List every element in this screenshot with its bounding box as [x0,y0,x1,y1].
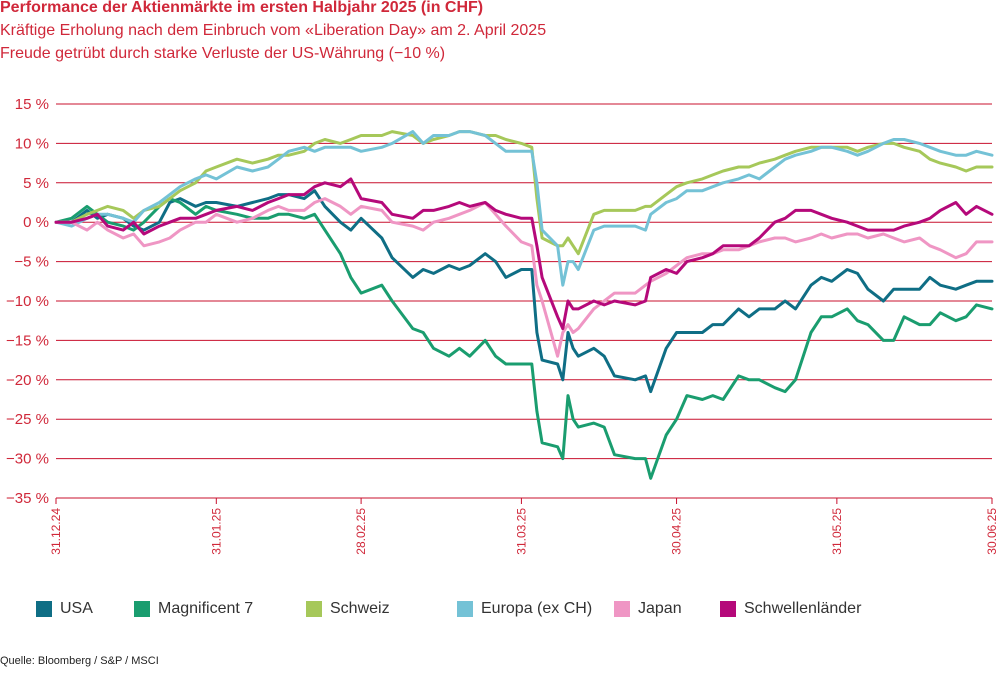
x-tick-label: 30.06.25 [985,508,999,555]
series-line-5 [54,177,994,331]
legend-item: Schwellenländer [720,597,861,621]
legend-swatch [614,601,630,617]
legend-swatch [457,601,473,617]
legend: USA Magnificent 7 Schweiz Europa (ex CH) Jap… [36,597,996,621]
legend-swatch [134,601,150,617]
x-tick-label: 28.02.25 [354,508,368,555]
y-tick-label: −15 % [6,332,49,349]
x-tick-label: 31.01.25 [209,508,223,555]
y-tick-label: −35 % [6,490,49,507]
series-line-4 [54,197,994,358]
x-tick-label: 30.04.25 [670,508,684,555]
y-tick-label: −30 % [6,451,49,468]
y-tick-label: −20 % [6,372,49,389]
chart-subtitle-1: Kräftige Erholung nach dem Einbruch vom … [0,22,547,39]
series-line-0 [54,189,994,394]
source-note: Quelle: Bloomberg / S&P / MSCI [0,655,159,667]
legend-item: Schweiz [306,597,390,621]
legend-item: Europa (ex CH) [457,597,592,621]
y-tick-label: 15 % [15,96,49,113]
legend-label: Europa (ex CH) [481,600,593,617]
legend-label: Japan [638,600,682,617]
x-axis: 31.12.24 31.01.25 28.02.25 31.03.25 30.04.25… [49,498,999,555]
legend-label: USA [60,600,93,617]
legend-label: Magnificent 7 [158,600,254,617]
y-tick-label: 0 % [23,214,49,231]
chart-subtitle-2: Freude getrübt durch starke Verluste der… [0,45,446,62]
x-tick-label: 31.03.25 [514,508,528,555]
y-tick-label: −10 % [6,293,49,310]
x-tick-label: 31.12.24 [49,508,63,555]
legend-item: USA [36,597,93,621]
series-lines [54,130,994,480]
line-chart: 15 % 10 % 5 % 0 % −5 % −10 % −15 % −20 % −25 % −3… [6,96,999,555]
legend-item: Japan [614,597,682,621]
legend-swatch [36,601,52,617]
chart-title: Performance der Aktienmärkte im ersten H… [0,0,484,16]
x-tick-label: 31.05.25 [830,508,844,555]
legend-label: Schweiz [330,600,390,617]
y-tick-label: −25 % [6,411,49,428]
series-line-1 [54,197,994,480]
series-line-3 [54,130,994,287]
legend-label: Schwellenländer [744,600,862,617]
legend-item: Magnificent 7 [134,597,253,621]
legend-swatch [306,601,322,617]
y-tick-label: −5 % [14,254,49,271]
legend-swatch [720,601,736,617]
y-tick-label: 10 % [15,135,49,152]
y-tick-label: 5 % [23,175,49,192]
gridlines: 15 % 10 % 5 % 0 % −5 % −10 % −15 % −20 % −25 % −3… [6,96,992,507]
